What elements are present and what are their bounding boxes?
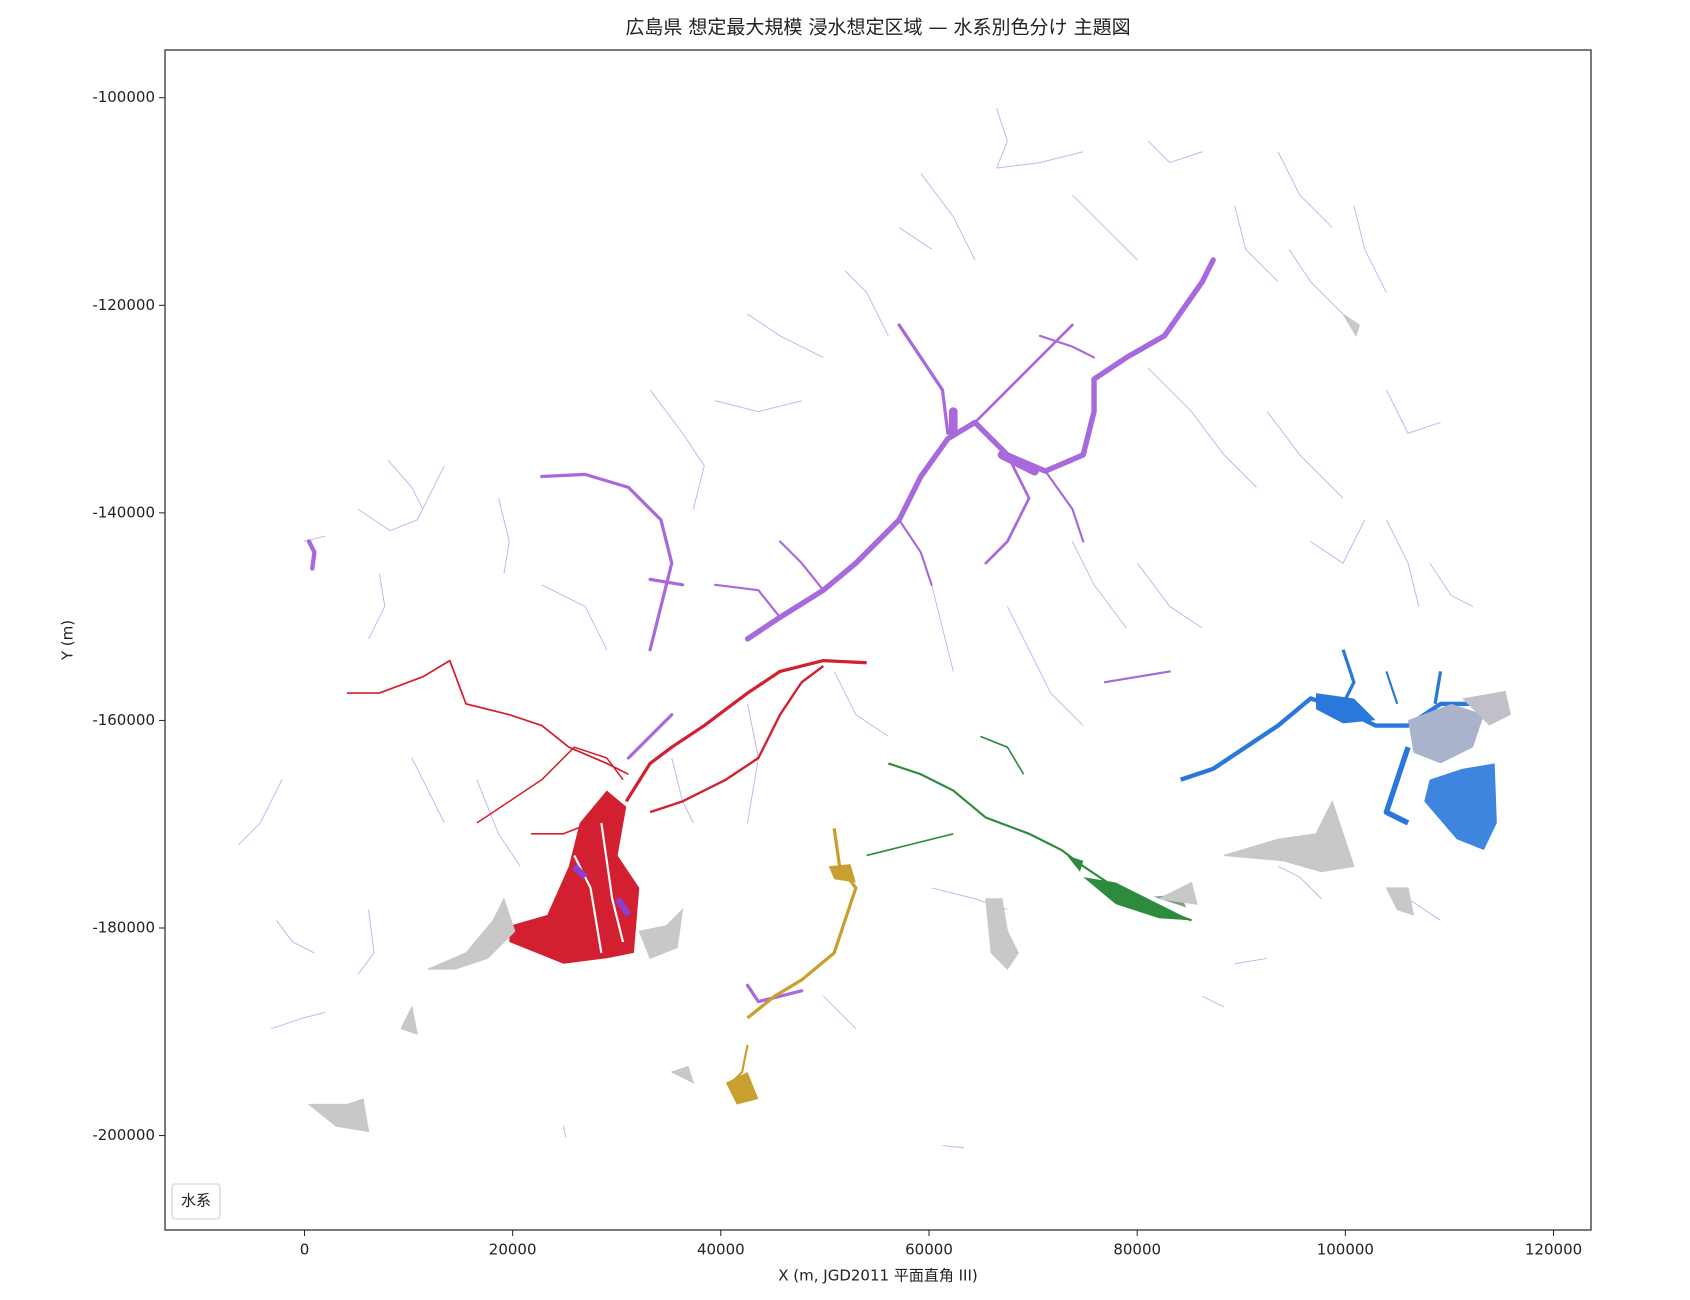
y-axis-label: Y (m): [59, 620, 77, 661]
x-tick-label: 0: [300, 1241, 310, 1259]
y-tick-label: -120000: [92, 296, 155, 314]
flood-areas: [238, 108, 1511, 1149]
y-tick-label: -180000: [92, 918, 155, 936]
blue-system: [1179, 649, 1511, 851]
plot-area: 水系: [164, 49, 1592, 1231]
x-tick-label: 40000: [697, 1241, 745, 1259]
x-tick-label: 60000: [905, 1241, 953, 1259]
legend-title: 水系: [181, 1192, 211, 1210]
x-tick-label: 120000: [1525, 1241, 1582, 1259]
y-tick-label: -160000: [92, 711, 155, 729]
chart-title: 広島県 想定最大規模 浸水想定区域 — 水系別色分け 主題図: [625, 17, 1130, 39]
gold-system: [725, 828, 858, 1105]
x-axis-label: X (m, JGD2011 平面直角 III): [778, 1267, 977, 1285]
other-systems: [307, 313, 1415, 1133]
y-tick-label: -200000: [92, 1126, 155, 1144]
plot-frame: [164, 49, 1592, 1231]
x-tick-label: 100000: [1317, 1241, 1374, 1259]
red-system: [346, 658, 867, 964]
legend-box: [171, 1183, 221, 1220]
legend: 水系: [171, 1183, 221, 1220]
purple-system: [306, 257, 1324, 1004]
x-tick-label: 80000: [1113, 1241, 1161, 1259]
y-tick-label: -100000: [92, 88, 155, 106]
y-tick-label: -140000: [92, 503, 155, 521]
x-tick-label: 20000: [489, 1241, 537, 1259]
